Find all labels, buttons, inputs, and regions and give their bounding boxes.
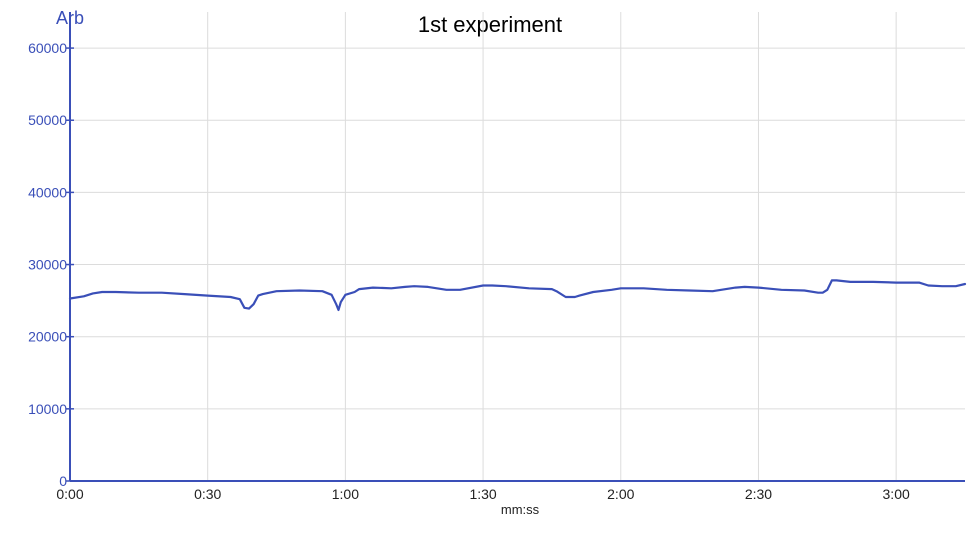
- x-axis-label: mm:ss: [501, 502, 540, 517]
- series-line-0: [68, 279, 967, 312]
- y-tick-label-6: 60000: [28, 40, 67, 56]
- y-tick-label-3: 30000: [28, 257, 67, 273]
- axes: [66, 12, 965, 482]
- tick-labels: 0 10000 20000 30000 40000 50000 60000 0:00 0:30 1…: [28, 40, 910, 502]
- x-tick-label-3: 1:30: [469, 486, 496, 502]
- x-tick-label-0: 0:00: [56, 486, 83, 502]
- x-tick-label-4: 2:00: [607, 486, 634, 502]
- x-tick-label-2: 1:00: [332, 486, 359, 502]
- x-tick-label-1: 0:30: [194, 486, 221, 502]
- y-tick-label-2: 20000: [28, 329, 67, 345]
- y-tick-label-0: 0: [59, 473, 67, 489]
- x-tick-label-5: 2:30: [745, 486, 772, 502]
- x-tick-label-6: 3:00: [883, 486, 910, 502]
- y-tick-label-5: 50000: [28, 112, 67, 128]
- y-tick-label-4: 40000: [28, 184, 67, 200]
- chart-title: 1st experiment: [418, 12, 562, 37]
- grid-lines: [70, 12, 965, 481]
- series-layer: [68, 279, 967, 312]
- y-tick-label-1: 10000: [28, 401, 67, 417]
